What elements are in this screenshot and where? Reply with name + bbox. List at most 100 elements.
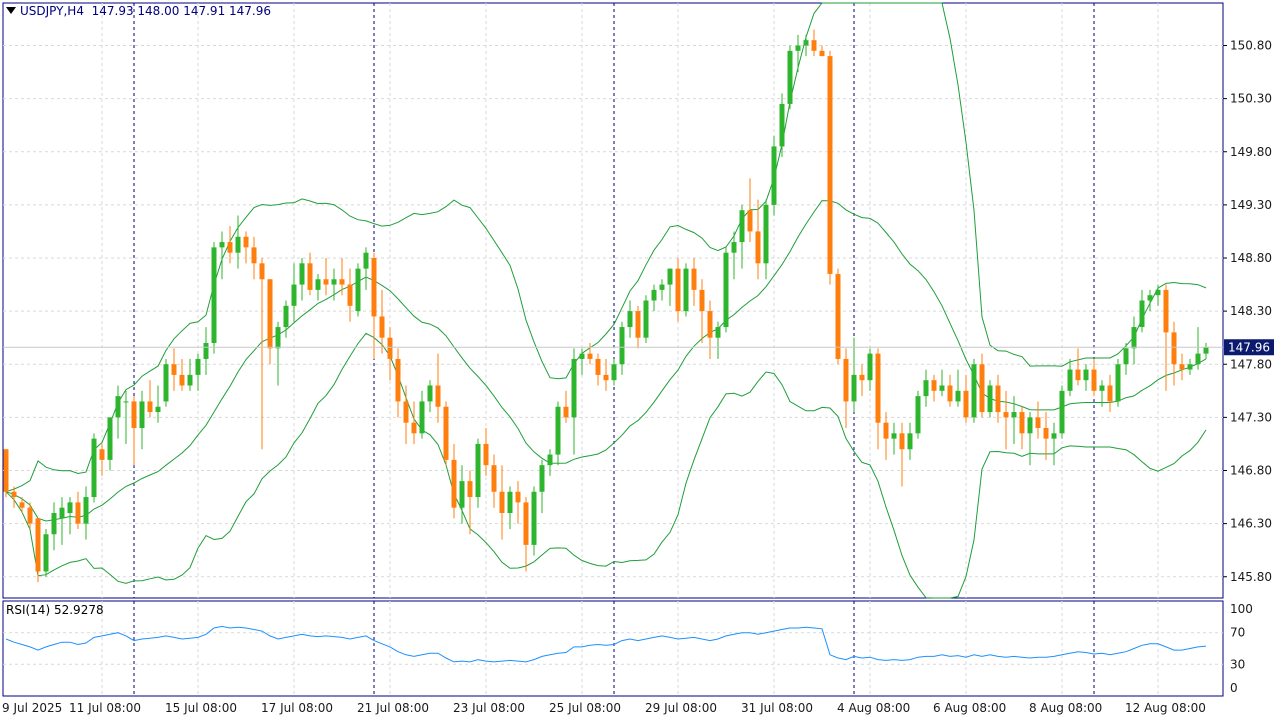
candle-bullish[interactable] <box>971 364 977 418</box>
candle-bullish[interactable] <box>643 300 649 338</box>
candle-bullish[interactable] <box>163 364 169 402</box>
candle-bullish[interactable] <box>235 236 241 253</box>
candle-bullish[interactable] <box>1027 417 1033 434</box>
candle-bearish[interactable] <box>563 406 569 418</box>
candle-bearish[interactable] <box>843 358 849 402</box>
candle-bearish[interactable] <box>931 380 937 391</box>
candle-bullish[interactable] <box>555 406 561 455</box>
candle-bearish[interactable] <box>827 56 833 274</box>
candle-bullish[interactable] <box>195 358 201 375</box>
candle-bullish[interactable] <box>427 385 433 402</box>
candle-bearish[interactable] <box>27 507 33 524</box>
candle-bullish[interactable] <box>283 305 289 328</box>
candle-bullish[interactable] <box>907 433 913 450</box>
candle-bullish[interactable] <box>107 417 113 460</box>
candle-bullish[interactable] <box>291 284 297 306</box>
candle-bullish[interactable] <box>571 358 577 418</box>
candle-bearish[interactable] <box>963 390 969 418</box>
candle-bullish[interactable] <box>531 491 537 545</box>
candle-bearish[interactable] <box>883 422 889 439</box>
candle-bearish[interactable] <box>411 422 417 434</box>
candle-bearish[interactable] <box>947 385 953 402</box>
candle-bullish[interactable] <box>539 465 545 492</box>
candle-bearish[interactable] <box>371 258 377 317</box>
candle-bullish[interactable] <box>123 401 129 403</box>
candle-bearish[interactable] <box>819 50 825 57</box>
candle-bearish[interactable] <box>323 279 329 285</box>
candle-bearish[interactable] <box>1107 385 1113 402</box>
candle-bullish[interactable] <box>1147 295 1153 301</box>
candle-bearish[interactable] <box>403 401 409 423</box>
candle-bullish[interactable] <box>275 327 281 349</box>
candle-bullish[interactable] <box>1067 369 1073 391</box>
candle-bullish[interactable] <box>51 513 57 535</box>
candle-bullish[interactable] <box>915 396 921 434</box>
candle-bullish[interactable] <box>1203 347 1209 354</box>
candle-bullish[interactable] <box>155 406 161 413</box>
candle-bullish[interactable] <box>1195 353 1201 365</box>
candle-bullish[interactable] <box>723 252 729 328</box>
candle-bearish[interactable] <box>443 406 449 460</box>
candle-bearish[interactable] <box>75 502 81 524</box>
candle-bearish[interactable] <box>707 311 713 338</box>
candle-bearish[interactable] <box>811 40 817 51</box>
candle-bullish[interactable] <box>619 327 625 365</box>
candle-bearish[interactable] <box>491 465 497 492</box>
candle-bullish[interactable] <box>59 507 65 519</box>
candle-bullish[interactable] <box>955 390 961 402</box>
candle-bullish[interactable] <box>627 311 633 328</box>
candle-bullish[interactable] <box>1099 385 1105 391</box>
candle-bearish[interactable] <box>1179 364 1185 370</box>
candle-bearish[interactable] <box>1163 289 1169 333</box>
candle-bearish[interactable] <box>603 374 609 381</box>
candle-bullish[interactable] <box>115 396 121 418</box>
candle-bearish[interactable] <box>875 353 881 423</box>
candle-bullish[interactable] <box>299 263 305 285</box>
candle-bearish[interactable] <box>523 502 529 545</box>
candle-bearish[interactable] <box>899 433 905 450</box>
candle-bullish[interactable] <box>763 204 769 264</box>
candle-bullish[interactable] <box>1083 369 1089 381</box>
candle-bearish[interactable] <box>259 263 265 280</box>
candle-bullish[interactable] <box>1139 300 1145 328</box>
candle-bullish[interactable] <box>547 454 553 466</box>
candle-bullish[interactable] <box>1155 289 1161 296</box>
candle-bearish[interactable] <box>1171 332 1177 365</box>
candle-bullish[interactable] <box>987 385 993 413</box>
candle-bullish[interactable] <box>779 103 785 147</box>
candle-bearish[interactable] <box>691 268 697 290</box>
candle-bullish[interactable] <box>651 289 657 301</box>
candle-bearish[interactable] <box>267 279 273 349</box>
candle-bullish[interactable] <box>475 443 481 498</box>
candle-bullish[interactable] <box>67 502 73 513</box>
candle-bearish[interactable] <box>227 242 233 253</box>
candle-bearish[interactable] <box>747 210 753 232</box>
candle-bearish[interactable] <box>1091 369 1097 391</box>
candle-bearish[interactable] <box>595 358 601 375</box>
candle-bearish[interactable] <box>995 385 1001 413</box>
candle-bearish[interactable] <box>99 449 105 460</box>
candle-bearish[interactable] <box>483 443 489 466</box>
candle-bearish[interactable] <box>251 247 257 264</box>
candle-bearish[interactable] <box>395 358 401 402</box>
candle-bullish[interactable] <box>315 279 321 290</box>
candle-bullish[interactable] <box>507 491 513 513</box>
candle-bullish[interactable] <box>923 380 929 397</box>
candle-bearish[interactable] <box>339 279 345 285</box>
candle-bearish[interactable] <box>131 401 137 428</box>
candle-bearish[interactable] <box>347 284 353 306</box>
candle-bullish[interactable] <box>611 364 617 381</box>
dropdown-triangle-icon[interactable] <box>6 7 16 14</box>
candle-bearish[interactable] <box>19 502 25 508</box>
candle-bullish[interactable] <box>1059 390 1065 434</box>
candle-bearish[interactable] <box>859 374 865 381</box>
candle-bullish[interactable] <box>187 374 193 386</box>
candle-bullish[interactable] <box>1051 433 1057 439</box>
candle-bearish[interactable] <box>243 236 249 248</box>
candle-bearish[interactable] <box>179 374 185 386</box>
candle-bearish[interactable] <box>467 481 473 498</box>
candle-bullish[interactable] <box>579 353 585 359</box>
candle-bearish[interactable] <box>515 491 521 503</box>
candle-bearish[interactable] <box>307 263 313 290</box>
